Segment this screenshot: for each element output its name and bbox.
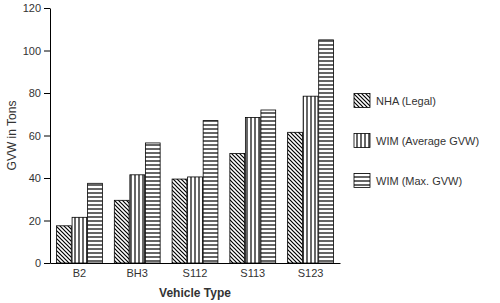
y-tick-mark	[44, 8, 50, 9]
y-tick-label: 0	[35, 257, 41, 269]
x-axis-line	[51, 263, 341, 264]
plot: 0 20 40 60 80 100 120 B2 BH3 S112 S113 S123	[23, 2, 341, 279]
y-tick-mark	[44, 93, 50, 94]
bar	[145, 143, 160, 263]
y-tick-mark	[44, 178, 50, 179]
y-tick-mark	[44, 221, 50, 222]
x-tick-label: BH3	[127, 267, 148, 279]
y-tick-label: 40	[29, 172, 41, 184]
x-tick-label: S113	[240, 267, 265, 279]
x-tick: S112	[183, 263, 208, 279]
bar	[88, 183, 103, 263]
y-tick-label: 100	[23, 45, 41, 57]
legend: NHA (Legal) WIM (Average GVW) WIM (Max. GV…	[354, 94, 479, 188]
y-axis-title: GVW in Tons	[5, 101, 19, 171]
y-tick: 60	[29, 130, 50, 142]
legend-label: WIM (Max. GVW)	[376, 175, 462, 187]
legend-label: NHA (Legal)	[376, 95, 436, 107]
bars	[57, 40, 334, 263]
x-tick: BH3	[127, 263, 148, 279]
bar	[261, 110, 276, 263]
y-tick: 120	[23, 2, 50, 14]
bar	[288, 132, 303, 263]
bar	[172, 179, 187, 263]
y-tick: 40	[29, 172, 50, 184]
y-axis: 0 20 40 60 80 100 120	[23, 2, 51, 269]
bar	[245, 117, 260, 263]
x-axis-title: Vehicle Type	[159, 286, 231, 300]
y-tick-label: 20	[29, 215, 41, 227]
y-tick: 80	[29, 87, 50, 99]
x-tick-label: S123	[298, 267, 324, 279]
y-tick-mark	[44, 263, 50, 264]
legend-swatch	[354, 174, 370, 188]
y-axis-line	[50, 9, 51, 264]
y-tick-label: 120	[23, 2, 41, 14]
bar	[72, 217, 87, 263]
y-tick: 0	[35, 257, 50, 269]
bar	[319, 40, 334, 263]
x-tick: S123	[298, 263, 324, 279]
y-tick: 100	[23, 45, 50, 57]
bar	[203, 121, 218, 263]
x-tick: S113	[240, 263, 265, 279]
legend-label: WIM (Average GVW)	[376, 135, 479, 147]
y-tick-label: 60	[29, 130, 41, 142]
bar	[303, 96, 318, 263]
bar	[114, 200, 129, 263]
bar	[188, 177, 203, 263]
y-tick-mark	[44, 51, 50, 52]
x-tick-label: S112	[183, 267, 208, 279]
y-tick-label: 80	[29, 87, 41, 99]
legend-swatch	[354, 94, 370, 108]
x-axis: B2 BH3 S112 S113 S123	[51, 263, 341, 279]
bar	[130, 175, 145, 263]
bar	[230, 154, 245, 263]
y-tick: 20	[29, 215, 50, 227]
chart: 0 20 40 60 80 100 120 B2 BH3 S112 S113 S123 Vehicle …	[0, 0, 500, 303]
bar	[57, 226, 72, 263]
legend-swatch	[354, 134, 370, 148]
y-tick-mark	[44, 136, 50, 137]
x-tick: B2	[73, 263, 86, 279]
x-tick-label: B2	[73, 267, 86, 279]
